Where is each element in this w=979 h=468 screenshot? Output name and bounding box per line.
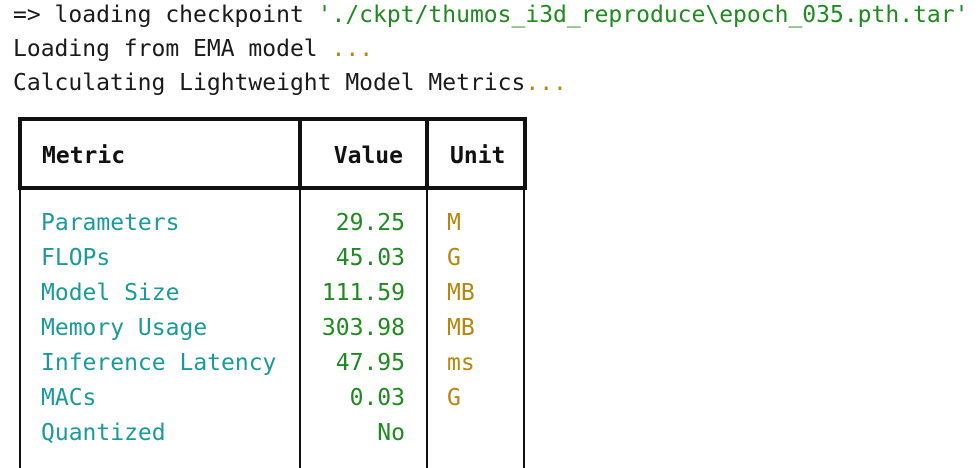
metrics-table: Metric Value Unit Parameters 29.25 M FLOPs 4… bbox=[18, 117, 527, 468]
table-border-left bbox=[19, 190, 21, 468]
column-divider bbox=[426, 190, 428, 468]
metric-name: Quantized bbox=[41, 420, 166, 446]
metric-value: 29.25 bbox=[335, 210, 405, 236]
metric-value: 111.59 bbox=[321, 280, 405, 306]
column-divider bbox=[299, 190, 301, 468]
log-dots: ... bbox=[525, 70, 567, 96]
header-divider bbox=[425, 117, 429, 190]
header-unit: Unit bbox=[450, 143, 506, 169]
table-row: FLOPs 45.03 G bbox=[18, 241, 527, 275]
header-value: Value bbox=[333, 143, 403, 169]
log-text: Loading from EMA model bbox=[13, 36, 332, 62]
metric-name: Memory Usage bbox=[41, 315, 208, 341]
metric-name: Parameters bbox=[41, 210, 180, 236]
metric-value: 45.03 bbox=[335, 245, 405, 271]
metric-unit: G bbox=[447, 385, 461, 411]
table-row: MACs 0.03 G bbox=[18, 381, 527, 415]
table-row: Inference Latency 47.95 ms bbox=[18, 346, 527, 380]
metric-name: MACs bbox=[41, 385, 97, 411]
metric-unit: MB bbox=[447, 315, 475, 341]
log-text: Calculating Lightweight Model Metrics bbox=[13, 70, 526, 96]
terminal-output: => loading checkpoint './ckpt/thumos_i3d… bbox=[13, 0, 979, 468]
log-prefix: => loading checkpoint bbox=[13, 2, 318, 28]
checkpoint-path: './ckpt/thumos_i3d_reproduce\epoch_035.p… bbox=[317, 2, 969, 28]
metric-value: 47.95 bbox=[335, 350, 405, 376]
table-row: Parameters 29.25 M bbox=[18, 206, 527, 240]
log-dots: ... bbox=[331, 36, 374, 62]
metric-value: No bbox=[377, 420, 405, 446]
metric-name: Inference Latency bbox=[41, 350, 277, 376]
log-line-metrics: Calculating Lightweight Model Metrics... bbox=[13, 68, 979, 102]
header-metric: Metric bbox=[42, 143, 126, 169]
metric-value: 303.98 bbox=[321, 315, 405, 341]
table-body: Parameters 29.25 M FLOPs 45.03 G Model Size 111… bbox=[18, 190, 527, 468]
metric-unit: G bbox=[447, 245, 461, 271]
metric-value: 0.03 bbox=[349, 385, 405, 411]
table-header: Metric Value Unit bbox=[18, 117, 527, 190]
metric-name: FLOPs bbox=[41, 245, 111, 271]
metric-unit: M bbox=[447, 210, 461, 236]
table-border-right bbox=[523, 190, 525, 468]
table-row: Model Size 111.59 MB bbox=[18, 276, 527, 310]
table-row: Quantized No bbox=[18, 416, 527, 450]
log-line-ema: Loading from EMA model ... bbox=[13, 34, 979, 68]
table-row: Memory Usage 303.98 MB bbox=[18, 311, 527, 345]
metric-unit: MB bbox=[447, 280, 475, 306]
header-divider bbox=[298, 117, 302, 190]
log-line-checkpoint: => loading checkpoint './ckpt/thumos_i3d… bbox=[13, 0, 979, 34]
metric-name: Model Size bbox=[41, 280, 180, 306]
metric-unit: ms bbox=[447, 350, 475, 376]
